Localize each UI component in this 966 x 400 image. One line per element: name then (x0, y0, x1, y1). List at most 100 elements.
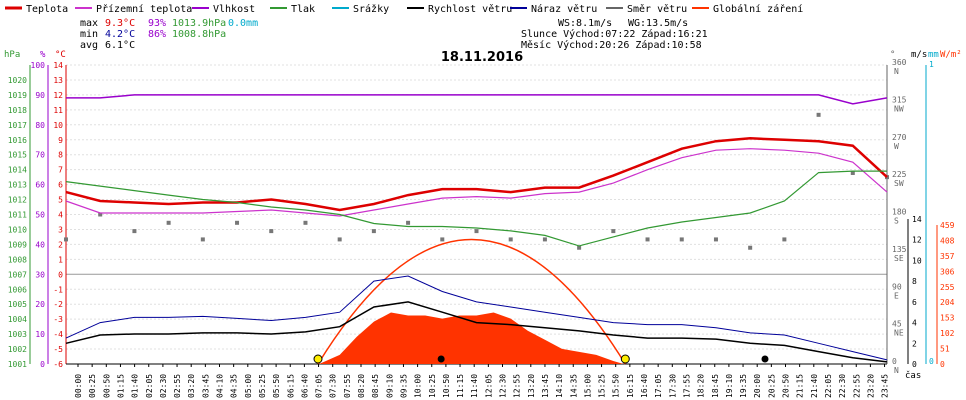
x-tick-label: 20:00 (753, 374, 762, 398)
series-line-teplota (65, 137, 888, 212)
tick-label-rad: 357 (940, 252, 955, 261)
stats-max-hum: 93% (148, 18, 166, 29)
tick-label-rad: 306 (940, 267, 955, 276)
tick-label-wind: 0 (912, 360, 917, 369)
x-tick-label: 23:45 (881, 374, 890, 398)
x-tick-label: 13:20 (527, 374, 536, 398)
stats-block: max 9.3°C 93% 1013.9hPa 0.0mm min 4.2°C … (80, 18, 258, 51)
data-series (64, 94, 889, 365)
wind-direction-point (337, 237, 342, 242)
x-tick-label: 02:55 (173, 374, 182, 398)
axis-unit-hpa: hPa (4, 50, 20, 60)
stats-max-temp: 9.3°C (105, 18, 135, 29)
wind-direction-point (850, 170, 855, 175)
tick-label-wind: 8 (912, 277, 917, 286)
wind-direction-point (577, 245, 582, 250)
tick-label-dir-name: W (894, 142, 899, 151)
x-tick-label: 02:30 (159, 374, 168, 398)
tick-label-hum: 60 (35, 181, 45, 190)
tick-label-dir-name: SW (894, 179, 904, 188)
tick-label-temp: 14 (53, 61, 63, 70)
stats-min-hum: 86% (148, 29, 166, 40)
tick-label-press: 1002 (8, 345, 27, 354)
x-tick-label: 00:00 (74, 374, 83, 398)
legend-label-zareni: Globální záření (713, 3, 803, 15)
tick-label-press: 1013 (8, 181, 27, 190)
tick-label-press: 1005 (8, 300, 27, 309)
wind-direction-point (406, 220, 411, 225)
x-tick-label: 22:55 (852, 374, 861, 398)
x-tick-label: 19:35 (739, 374, 748, 398)
x-tick-label: 15:00 (583, 374, 592, 398)
axis-unit-degc: °C (55, 50, 66, 60)
tick-label-temp: 3 (58, 225, 63, 234)
x-tick-label: 04:35 (230, 374, 239, 398)
tick-label-dir: 0 (892, 357, 897, 366)
tick-label-temp: 6 (58, 181, 63, 190)
tick-label-hum: 30 (35, 270, 45, 279)
x-tick-label: 18:45 (711, 374, 720, 398)
x-tick-label: 12:55 (513, 374, 522, 398)
x-tick-label: 20:25 (767, 374, 776, 398)
x-tick-label: 17:30 (668, 374, 677, 398)
wind-direction-point (713, 237, 718, 242)
tick-label-dir: 45 (892, 320, 902, 329)
x-tick-label: 19:10 (725, 374, 734, 398)
tick-label-temp: -3 (53, 315, 63, 324)
tick-label-hum: 0 (40, 360, 45, 369)
tick-label-press: 1015 (8, 151, 27, 160)
tick-label-wind: 14 (912, 215, 922, 224)
x-tick-label: 00:25 (88, 374, 97, 398)
tick-label-dir: 315 (892, 95, 907, 104)
x-tick-label: 21:15 (796, 374, 805, 398)
x-tick-label: 08:45 (371, 374, 380, 398)
x-tick-label: 12:05 (484, 374, 493, 398)
tick-label-dir-name: SE (894, 254, 904, 263)
stats-min-temp: 4.2°C (105, 29, 135, 40)
tick-label-dir: 270 (892, 133, 907, 142)
x-tick-label: 10:25 (428, 374, 437, 398)
x-tick-label: 21:40 (810, 374, 819, 398)
tick-label-press: 1009 (8, 240, 27, 249)
axis-unit-time: čas (905, 370, 921, 381)
legend-label-naraz: Náraz větru (531, 3, 597, 15)
stats-min-label: min (80, 29, 98, 40)
series-line-prizemni (65, 148, 888, 217)
legend-label-smer: Směr větru (627, 3, 687, 15)
wind-direction-point (508, 237, 513, 242)
tick-label-press: 1003 (8, 330, 27, 339)
tick-label-dir: 90 (892, 282, 902, 291)
x-tick-label: 15:50 (612, 374, 621, 398)
tick-label-rad: 255 (940, 283, 955, 292)
info-ws: WS:8.1m/s (558, 18, 612, 29)
tick-label-press: 1016 (8, 136, 27, 145)
tick-label-temp: 0 (58, 270, 63, 279)
wind-direction-point (303, 220, 308, 225)
x-tick-label: 14:10 (555, 374, 564, 398)
x-tick-label: 08:20 (357, 374, 366, 398)
tick-label-rain: 1 (929, 60, 934, 69)
tick-label-hum: 90 (35, 91, 45, 100)
tick-label-rad: 204 (940, 298, 955, 307)
x-tick-label: 02:05 (145, 374, 154, 398)
tick-label-wind: 4 (912, 319, 917, 328)
stats-max-press: 1013.9hPa (172, 18, 226, 29)
wind-direction-point (440, 237, 445, 242)
x-tick-label: 14:35 (569, 374, 578, 398)
tick-label-temp: 2 (58, 240, 63, 249)
x-tick-label: 10:50 (442, 374, 451, 398)
tick-label-hum: 40 (35, 240, 45, 249)
tick-label-dir-name: N (894, 67, 899, 76)
stats-avg-label: avg (80, 40, 98, 51)
x-tick-label: 15:25 (598, 374, 607, 398)
tick-label-temp: 11 (53, 106, 63, 115)
tick-label-temp: -5 (53, 345, 63, 354)
wind-direction-point (132, 229, 137, 234)
tick-label-press: 1006 (8, 285, 27, 294)
tick-label-rad: 51 (940, 345, 950, 354)
x-tick-label: 06:40 (300, 374, 309, 398)
tick-label-temp: -4 (53, 330, 63, 339)
x-tick-label: 03:20 (187, 374, 196, 398)
x-tick-label: 06:15 (286, 374, 295, 398)
series-line-rychlost (65, 301, 888, 363)
